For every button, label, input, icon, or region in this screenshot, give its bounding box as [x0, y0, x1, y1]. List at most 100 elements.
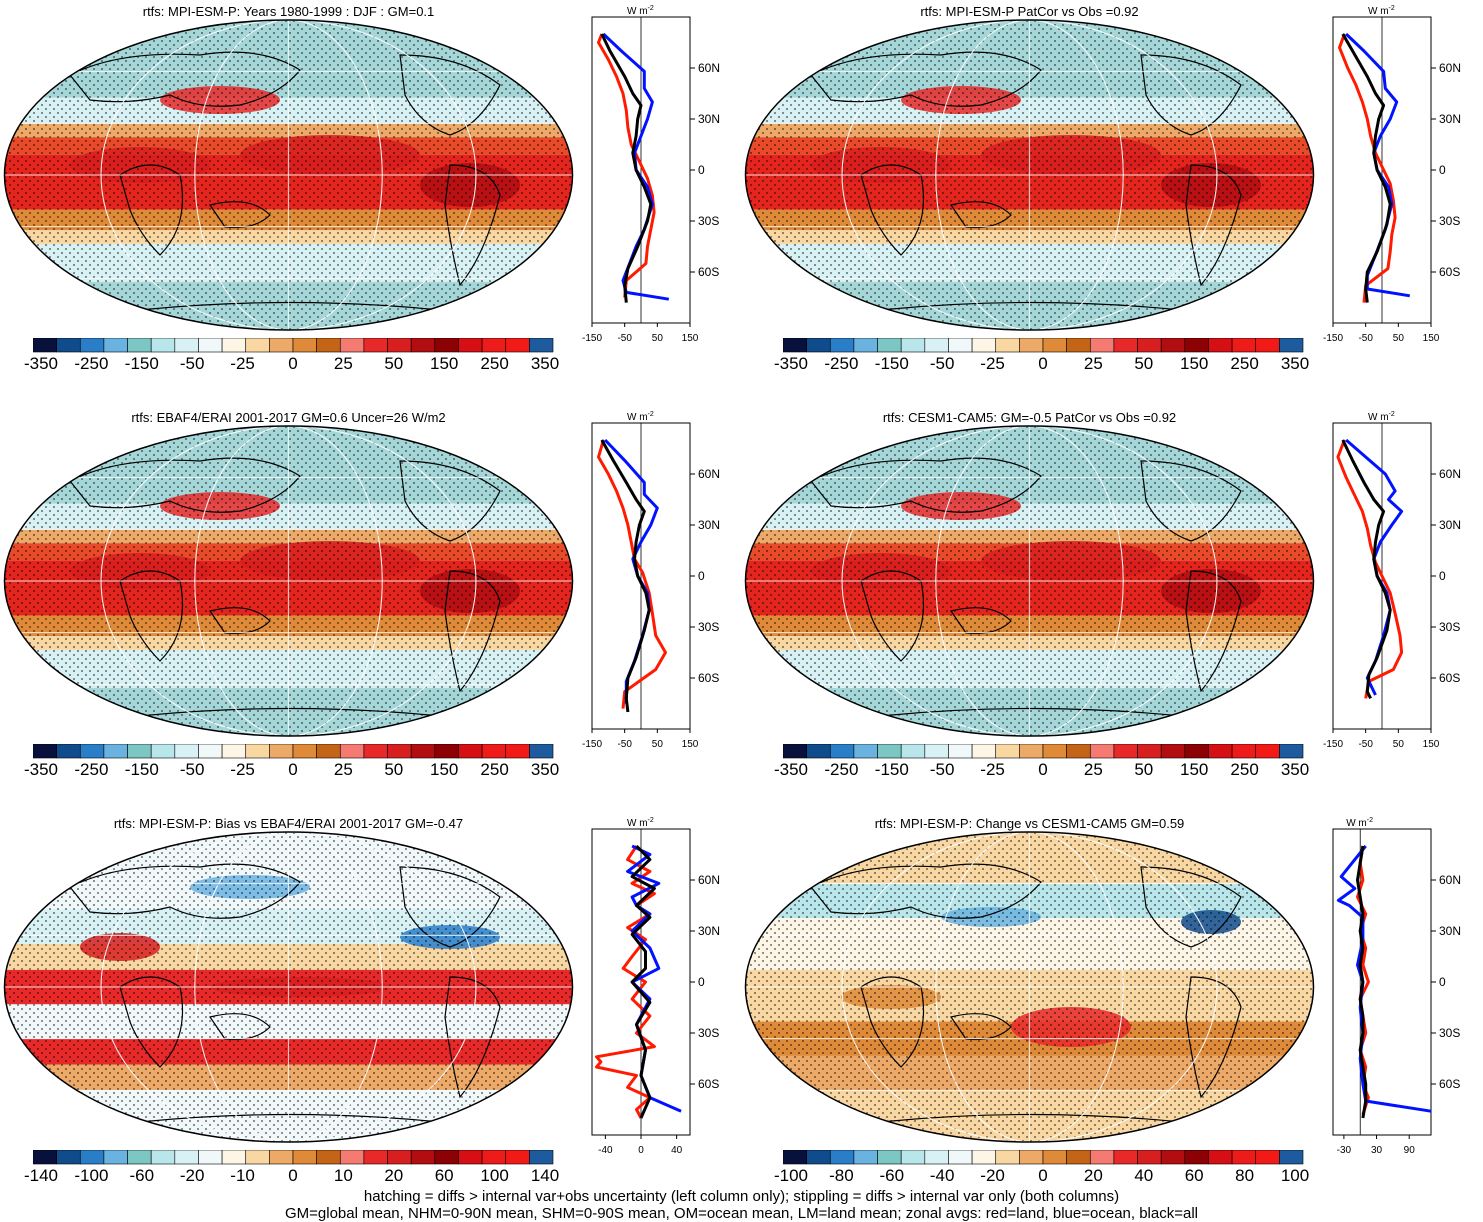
xtick-label: -150 [582, 333, 602, 344]
colorbar-tick-label: 25 [1084, 760, 1103, 780]
colorbar-tick-label: 140 [531, 1166, 559, 1186]
colorbar-tick-label: 0 [1038, 1166, 1047, 1186]
colorbar-swatch [1090, 744, 1114, 758]
colorbar-swatch [996, 1150, 1020, 1164]
robinson-map [0, 15, 577, 335]
colorbar-tick-label: -50 [180, 760, 205, 780]
colorbar-swatch [317, 338, 341, 352]
colorbar-swatch [104, 338, 128, 352]
colorbar-swatch [246, 1150, 270, 1164]
colorbar-swatch [198, 1150, 222, 1164]
colorbar-swatch [783, 744, 807, 758]
colorbar-tick-label: -250 [824, 760, 858, 780]
colorbar-swatch [1161, 1150, 1185, 1164]
colorbar-tick-label: 20 [1084, 1166, 1103, 1186]
colorbar-swatch [293, 744, 317, 758]
ytick-label: 60N [1439, 873, 1461, 887]
ytick-label: 60N [1439, 467, 1461, 481]
robinson-map [0, 827, 577, 1147]
colorbar-swatch [411, 1150, 435, 1164]
colorbar-swatch [246, 744, 270, 758]
colorbar-swatch [104, 1150, 128, 1164]
colorbar-swatch [1043, 338, 1067, 352]
colorbar-swatch [1256, 1150, 1280, 1164]
colorbar-swatch [948, 744, 972, 758]
colorbar-swatch [293, 338, 317, 352]
colorbar-tick-label: -20 [980, 1166, 1005, 1186]
colorbar-tick-label: -350 [24, 760, 58, 780]
colorbar-swatch [1279, 744, 1303, 758]
xtick-label: 30 [1371, 1145, 1383, 1156]
ytick-label: 30S [1439, 1026, 1460, 1040]
colorbar-swatch [1019, 338, 1043, 352]
colorbar-swatch [411, 744, 435, 758]
colorbar-swatch [972, 1150, 996, 1164]
colorbar-swatch [1019, 744, 1043, 758]
xtick-label: 150 [1423, 739, 1440, 750]
colorbar-tick-label: 0 [288, 354, 297, 374]
xtick-label: 50 [1393, 739, 1405, 750]
colorbar-swatch [175, 744, 199, 758]
ytick-label: 60N [698, 61, 720, 75]
colorbar-tick-label: 250 [1230, 354, 1258, 374]
colorbar-swatch [1067, 1150, 1091, 1164]
xtick-label: 50 [652, 333, 664, 344]
colorbar-tick-label: 50 [1134, 760, 1153, 780]
xtick-label: -50 [1358, 333, 1373, 344]
ytick-label: 0 [698, 569, 705, 583]
colorbar-tick-label: 150 [1180, 354, 1208, 374]
colorbar-swatch [1279, 338, 1303, 352]
colorbar-swatch [269, 744, 293, 758]
colorbar-swatch [435, 1150, 459, 1164]
colorbar-tick-label: -250 [74, 354, 108, 374]
colorbar-swatch [901, 744, 925, 758]
panel-4: rtfs: CESM1-CAM5: GM=-0.5 PatCor vs Obs … [741, 406, 1482, 806]
xtick-label: -150 [1323, 333, 1343, 344]
colorbar-swatch [151, 744, 175, 758]
zonal-unit: W m-2 [627, 411, 654, 423]
colorbar-swatch [340, 1150, 364, 1164]
ytick-label: 60N [698, 873, 720, 887]
colorbar-swatch [996, 744, 1020, 758]
colorbar-swatch [1114, 338, 1138, 352]
colorbar-tick-label: -250 [824, 354, 858, 374]
zonal-frame [1333, 829, 1431, 1135]
zonal-land-line [597, 846, 655, 1118]
colorbar-tick-label: 0 [1038, 354, 1047, 374]
ytick-label: 60S [1439, 265, 1460, 279]
colorbar-swatch [175, 1150, 199, 1164]
colorbar-swatch [1185, 1150, 1209, 1164]
colorbar-tick-label: -150 [125, 354, 159, 374]
colorbar-tick-label: 350 [531, 354, 559, 374]
colorbar-tick-label: -25 [980, 760, 1005, 780]
colorbar-tick-label: 10 [334, 1166, 353, 1186]
colorbar-swatch [411, 338, 435, 352]
colorbar-swatch [482, 744, 506, 758]
ytick-label: 60S [698, 1077, 719, 1091]
xtick-label: 0 [638, 1145, 644, 1156]
xtick-label: 50 [652, 739, 664, 750]
colorbar-tick-label: -150 [125, 760, 159, 780]
colorbar-swatch [901, 338, 925, 352]
ytick-label: 0 [1439, 975, 1446, 989]
colorbar-swatch [807, 338, 831, 352]
colorbar-swatch [854, 744, 878, 758]
colorbar-tick-label: 60 [435, 1166, 454, 1186]
colorbar-swatch [458, 1150, 482, 1164]
colorbar-swatch [854, 338, 878, 352]
colorbar-swatch [1185, 744, 1209, 758]
robinson-map [741, 827, 1318, 1147]
colorbar-tick-label: 20 [384, 1166, 403, 1186]
ytick-label: 0 [698, 163, 705, 177]
colorbar-swatch [151, 1150, 175, 1164]
colorbar-tick-label: 0 [1038, 760, 1047, 780]
colorbar-swatch [222, 744, 246, 758]
ytick-label: 30N [698, 518, 720, 532]
colorbar-swatch [458, 744, 482, 758]
colorbar-swatch [317, 1150, 341, 1164]
zonal-ocean-line [1338, 846, 1431, 1111]
colorbar-swatch [1232, 744, 1256, 758]
ytick-label: 60S [1439, 671, 1460, 685]
